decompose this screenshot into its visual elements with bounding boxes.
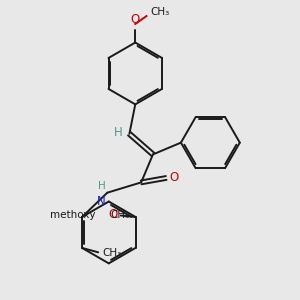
Text: O: O [170, 172, 179, 184]
Text: H: H [114, 126, 123, 139]
Text: methoxy: methoxy [50, 210, 96, 220]
Text: O: O [108, 208, 117, 221]
Text: CH₃: CH₃ [102, 248, 121, 258]
Text: CH₃: CH₃ [110, 210, 130, 220]
Text: N: N [97, 195, 106, 208]
Text: CH₃: CH₃ [150, 8, 169, 17]
Text: H: H [98, 181, 106, 190]
Text: O: O [131, 13, 140, 26]
